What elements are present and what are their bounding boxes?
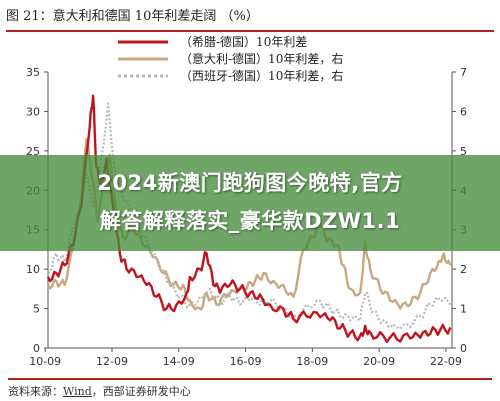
- legend-label-3: （西班牙-德国）10年利差，右: [180, 68, 343, 83]
- overlay-line-2: 解答解释落实_豪华款DZW1.1: [99, 209, 401, 233]
- y-left-tick-label: 0: [33, 342, 40, 355]
- x-tick-label: 10-09: [29, 355, 61, 368]
- x-tick-label: 16-09: [230, 355, 262, 368]
- y-right-tick-label: 6: [460, 105, 467, 118]
- legend-label-2: （意大利-德国）10年利差，右: [180, 51, 343, 66]
- y-right-tick-label: 7: [460, 66, 467, 79]
- chart-title: 图 21：意大利和德国 10年利差走阔 （%）: [6, 4, 494, 32]
- y-right-tick-label: 1: [460, 303, 467, 316]
- overlay-line-1: 2024新澳门跑狗图今晚特,官方: [97, 171, 403, 195]
- promo-overlay-banner: 2024新澳门跑狗图今晚特,官方 解答解释落实_豪华款DZW1.1: [0, 155, 500, 251]
- y-left-tick-label: 30: [26, 105, 40, 118]
- x-tick-label: 22-09: [430, 355, 462, 368]
- legend-label-1: （希腊-德国）10年利差: [180, 34, 307, 49]
- source-note: 资料来源：Wind，西部证券研发中心: [8, 378, 492, 399]
- source-name: Wind: [63, 385, 92, 398]
- y-left-tick-label: 35: [26, 66, 40, 79]
- x-tick-label: 12-09: [96, 355, 128, 368]
- y-left-tick-label: 10: [26, 263, 40, 276]
- source-rest: ，西部证券研发中心: [91, 385, 191, 398]
- y-left-tick-label: 25: [26, 145, 40, 158]
- y-left-tick-label: 5: [33, 303, 40, 316]
- y-right-tick-label: 2: [460, 263, 467, 276]
- legend: （希腊-德国）10年利差 （意大利-德国）10年利差，右 （西班牙-德国）10年利差…: [118, 34, 343, 83]
- source-label: 资料来源：: [8, 385, 63, 398]
- y-right-tick-label: 5: [460, 145, 467, 158]
- x-tick-label: 18-09: [296, 355, 328, 368]
- x-tick-label: 14-09: [163, 355, 195, 368]
- x-tick-label: 20-09: [363, 355, 395, 368]
- y-right-tick-label: 0: [460, 342, 467, 355]
